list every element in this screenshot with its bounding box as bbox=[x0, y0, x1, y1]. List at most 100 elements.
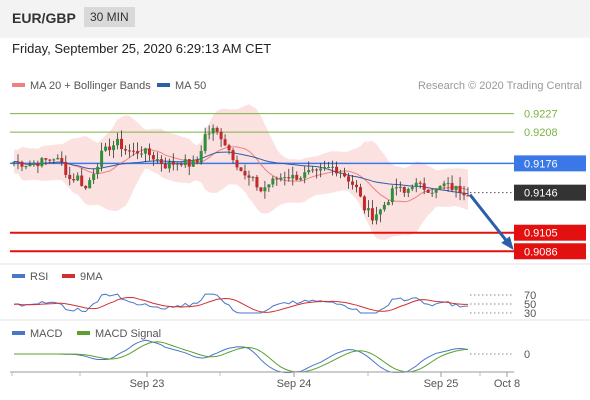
candle-body bbox=[231, 150, 235, 161]
candle-body bbox=[398, 186, 402, 188]
candle bbox=[199, 145, 203, 165]
candle bbox=[80, 167, 84, 187]
candle-body bbox=[16, 161, 20, 163]
level-label-support: 0.9105 bbox=[524, 228, 558, 240]
candle bbox=[287, 168, 291, 182]
rsi-ma-swatch bbox=[62, 274, 75, 279]
candle bbox=[175, 162, 179, 171]
candle bbox=[374, 206, 378, 225]
candle-body bbox=[112, 145, 116, 151]
candle bbox=[223, 134, 227, 147]
candle bbox=[167, 158, 171, 173]
candle-body bbox=[223, 139, 227, 146]
candle bbox=[275, 176, 279, 186]
candle-body bbox=[88, 180, 92, 189]
candle-body bbox=[183, 159, 187, 166]
candle-body bbox=[135, 151, 139, 154]
candle bbox=[267, 184, 271, 193]
candle-body bbox=[303, 172, 307, 179]
candle-body bbox=[347, 176, 351, 182]
timeframe-button[interactable]: 30 MIN bbox=[84, 7, 135, 27]
candle-body bbox=[227, 145, 231, 151]
candle-body bbox=[139, 153, 143, 155]
candle-body bbox=[40, 158, 44, 167]
candle bbox=[104, 142, 108, 152]
candle-body bbox=[390, 188, 394, 203]
candle-body bbox=[24, 166, 28, 168]
candle bbox=[362, 195, 366, 214]
candle bbox=[251, 176, 255, 182]
candle-body bbox=[267, 184, 271, 188]
candle bbox=[442, 180, 446, 190]
candle bbox=[60, 151, 64, 166]
candle bbox=[131, 142, 135, 156]
candle-body bbox=[319, 168, 323, 171]
candle bbox=[207, 125, 211, 140]
legend-macd-signal: MACD Signal bbox=[77, 328, 161, 340]
candle bbox=[219, 128, 223, 148]
candle-body bbox=[458, 185, 462, 193]
candle bbox=[72, 173, 76, 183]
candle bbox=[370, 200, 374, 225]
candle-body bbox=[275, 178, 279, 180]
level-label-resistance: 0.9227 bbox=[524, 109, 558, 121]
candle-body bbox=[263, 187, 267, 192]
x-tick-label: Oct 8 bbox=[494, 378, 520, 390]
candle-body bbox=[418, 182, 422, 184]
candle bbox=[139, 146, 143, 158]
candle-body bbox=[100, 150, 104, 167]
candle-body bbox=[64, 161, 68, 175]
x-tick-label: Sep 24 bbox=[277, 378, 312, 390]
candle-body bbox=[331, 166, 335, 168]
candle-body bbox=[287, 177, 291, 179]
candle bbox=[108, 138, 112, 156]
candle bbox=[52, 158, 56, 164]
candle-body bbox=[466, 195, 470, 197]
candle-body bbox=[362, 196, 366, 211]
candle-body bbox=[143, 148, 147, 154]
candle bbox=[319, 163, 323, 178]
rsi-ma-line bbox=[13, 296, 468, 313]
candle bbox=[24, 165, 28, 170]
candle-body bbox=[167, 161, 171, 169]
candle-body bbox=[60, 157, 64, 162]
rsi-level-label: 50 bbox=[524, 299, 536, 311]
candle bbox=[406, 187, 410, 198]
legend-macd: MACD bbox=[12, 328, 62, 340]
candle bbox=[279, 173, 283, 182]
candle-body bbox=[323, 167, 327, 169]
candle bbox=[183, 154, 187, 168]
current-price-box bbox=[514, 184, 586, 201]
candle-body bbox=[124, 149, 128, 151]
candle-body bbox=[96, 166, 100, 175]
forecast-arrow-shaft bbox=[468, 193, 512, 247]
rsi-level-label: 30 bbox=[524, 308, 536, 320]
candle bbox=[215, 126, 219, 135]
candle-body bbox=[155, 159, 159, 161]
candle-body bbox=[108, 146, 112, 151]
candle bbox=[191, 155, 195, 167]
candle-body bbox=[120, 138, 124, 150]
candle-body bbox=[12, 161, 16, 163]
rsi-level-label: 70 bbox=[524, 290, 536, 302]
candle bbox=[295, 171, 299, 181]
legend-macd-signal-label: MACD Signal bbox=[95, 328, 162, 340]
candle bbox=[127, 144, 131, 158]
candle bbox=[458, 177, 462, 201]
candle-body bbox=[191, 160, 195, 167]
legend-macd-label: MACD bbox=[30, 328, 63, 340]
ma20-swatch bbox=[12, 83, 25, 88]
candle bbox=[255, 174, 259, 191]
candle bbox=[339, 169, 343, 179]
header-bar: EUR/GBP 30 MIN bbox=[0, 0, 590, 36]
candle bbox=[120, 130, 124, 157]
candle bbox=[307, 161, 311, 175]
candle-body bbox=[44, 158, 48, 160]
candle bbox=[163, 157, 167, 169]
candle-body bbox=[68, 174, 72, 180]
candle-body bbox=[434, 188, 438, 193]
candle-body bbox=[343, 172, 347, 177]
candle-body bbox=[259, 187, 263, 192]
candle bbox=[283, 171, 287, 186]
